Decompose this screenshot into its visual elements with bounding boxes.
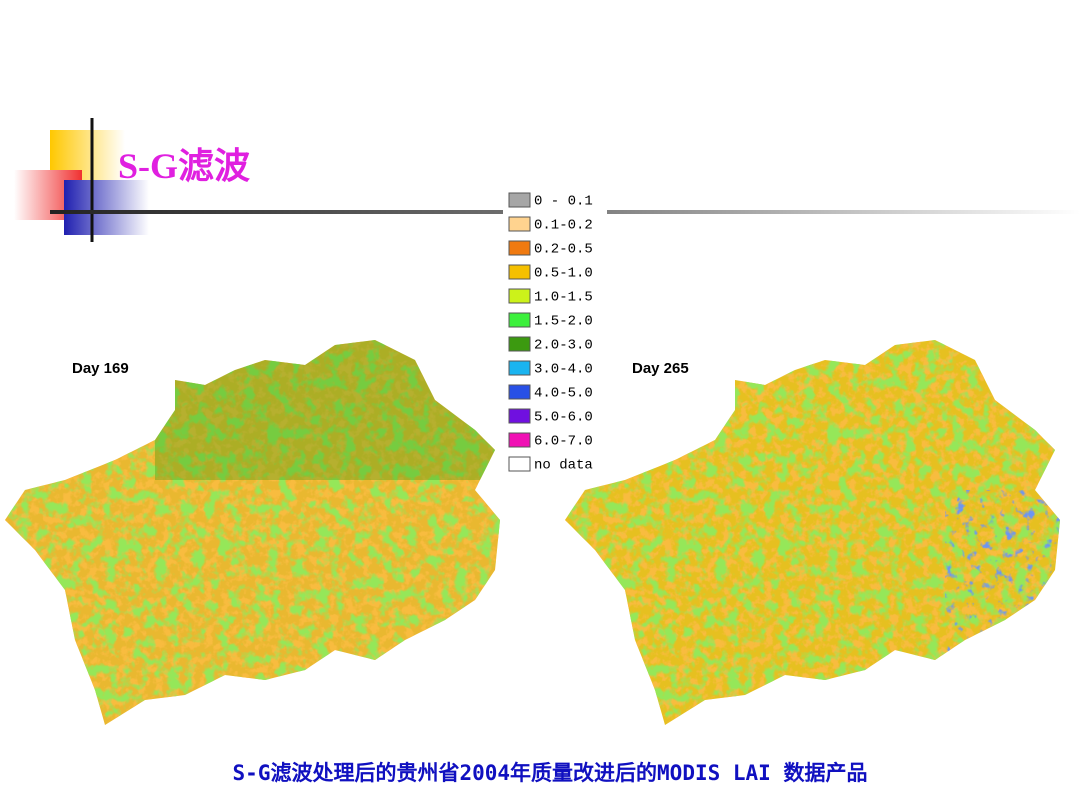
legend-label: 6.0-7.0 — [534, 434, 593, 450]
legend-label: 0.2-0.5 — [534, 242, 593, 258]
legend-swatch — [508, 360, 531, 376]
legend-swatch — [508, 312, 531, 328]
legend-label: 0.1-0.2 — [534, 218, 593, 234]
legend-swatch — [508, 192, 531, 208]
legend-swatch — [508, 384, 531, 400]
caption: S-G滤波处理后的贵州省2004年质量改进后的MODIS LAI 数据产品 — [233, 761, 868, 785]
legend-label: 3.0-4.0 — [534, 362, 593, 378]
legend-label: no data — [534, 458, 593, 474]
deco-square — [64, 180, 149, 235]
legend-swatch — [508, 264, 531, 280]
map-day265 — [565, 340, 1060, 725]
slide-title: S-G滤波 — [118, 146, 250, 186]
map-label: Day 265 — [632, 360, 689, 377]
legend-label: 1.5-2.0 — [534, 314, 593, 330]
legend-label: 0 - 0.1 — [534, 194, 593, 210]
legend-swatch — [508, 432, 531, 448]
legend-label: 5.0-6.0 — [534, 410, 593, 426]
legend-label: 1.0-1.5 — [534, 290, 593, 306]
legend-label: 4.0-5.0 — [534, 386, 593, 402]
map-day169 — [5, 340, 500, 725]
legend-swatch — [508, 408, 531, 424]
legend-swatch — [508, 288, 531, 304]
legend-label: 2.0-3.0 — [534, 338, 593, 354]
legend-box — [503, 188, 607, 478]
legend: 0 - 0.1 0.1-0.2 0.2-0.5 0.5-1.0 1.0-1.5 1.5-2… — [508, 192, 593, 474]
map-label: Day 169 — [72, 360, 129, 377]
legend-swatch — [508, 240, 531, 256]
legend-swatch — [508, 456, 531, 472]
legend-swatch — [508, 336, 531, 352]
legend-swatch — [508, 216, 531, 232]
legend-label: 0.5-1.0 — [534, 266, 593, 282]
